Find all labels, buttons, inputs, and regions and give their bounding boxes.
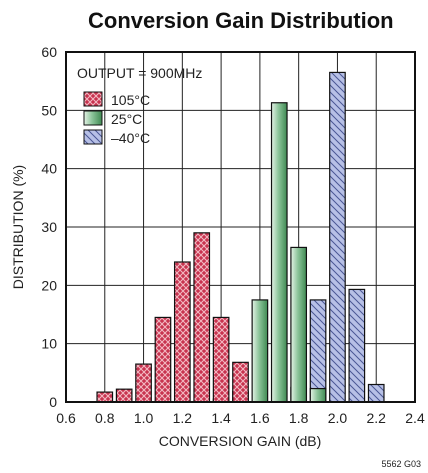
bar-105c xyxy=(154,316,172,403)
y-axis-label: DISTRIBUTION (%) xyxy=(10,165,26,289)
bar-105c xyxy=(212,316,230,403)
bar-105c xyxy=(193,232,211,403)
legend-label-105c: 105°C xyxy=(111,92,150,108)
x-tick-label: 2.4 xyxy=(405,410,425,426)
bar-105c xyxy=(135,363,152,403)
plot-frame xyxy=(65,51,416,403)
bar-minus40c xyxy=(348,288,366,403)
figure-id: 5562 G03 xyxy=(381,459,421,469)
x-tick-label: 1.8 xyxy=(289,410,309,426)
legend-label-minus40c: –40°C xyxy=(111,130,150,146)
legend: OUTPUT = 900MHz 105°C 25°C –40°C xyxy=(77,65,202,146)
bar-105c xyxy=(232,361,249,403)
bar-minus40c xyxy=(329,71,346,403)
x-tick-labels: 0.6 0.8 1.0 1.2 1.4 1.6 1.8 2.0 2.2 2.4 xyxy=(56,410,425,426)
x-tick-label: 2.2 xyxy=(366,410,386,426)
grid xyxy=(66,52,415,402)
legend-swatch-minus40c xyxy=(83,129,103,145)
y-tick-label: 60 xyxy=(41,44,57,60)
y-tick-labels: 0 10 20 30 40 50 60 xyxy=(41,44,57,410)
y-tick-label: 50 xyxy=(41,102,57,118)
x-tick-label: 1.4 xyxy=(211,410,231,426)
bar-105c xyxy=(173,261,191,403)
bar-25c xyxy=(309,387,327,403)
bar-105c xyxy=(96,391,114,403)
bar-25c xyxy=(270,102,288,403)
chart-title: Conversion Gain Distribution xyxy=(88,8,394,33)
y-tick-label: 0 xyxy=(49,394,57,410)
legend-swatch-105c xyxy=(83,91,103,107)
x-tick-label: 0.6 xyxy=(56,410,76,426)
legend-label-25c: 25°C xyxy=(111,111,142,127)
y-tick-label: 30 xyxy=(41,219,57,235)
y-tick-label: 40 xyxy=(41,161,57,177)
bar-minus40c xyxy=(309,299,327,403)
x-tick-label: 1.0 xyxy=(134,410,154,426)
bar-25c xyxy=(290,246,308,403)
bar-minus40c xyxy=(367,383,385,403)
y-tick-label: 10 xyxy=(41,336,57,352)
legend-annotation: OUTPUT = 900MHz xyxy=(77,65,202,81)
bar-105c xyxy=(115,388,133,403)
bars xyxy=(96,71,385,403)
bar-25c xyxy=(251,299,269,403)
y-tick-label: 20 xyxy=(41,277,57,293)
x-tick-label: 0.8 xyxy=(95,410,115,426)
x-tick-label: 1.6 xyxy=(250,410,270,426)
legend-swatch-25c xyxy=(83,110,103,126)
x-tick-label: 2.0 xyxy=(328,410,348,426)
x-tick-label: 1.2 xyxy=(173,410,193,426)
x-axis-label: CONVERSION GAIN (dB) xyxy=(159,433,322,449)
